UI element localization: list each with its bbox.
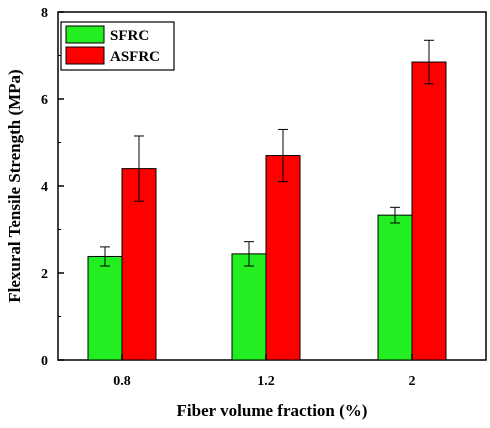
- x-axis-title: Fiber volume fraction (%): [177, 401, 368, 420]
- y-axis-ticks: 0 2 4 6 8: [41, 6, 64, 369]
- x-axis-ticks: 0.8 1.2 2: [113, 354, 416, 389]
- bar-asfrc-2: [411, 61, 447, 361]
- bar-asfrc-1: [265, 155, 301, 361]
- y-tick-label-2: 4: [41, 180, 48, 195]
- bar-sfrc-2: [377, 214, 413, 361]
- bar-sfrc-0: [87, 255, 123, 361]
- y-tick-label-1: 2: [41, 267, 48, 282]
- legend-swatch-sfrc: [65, 25, 105, 44]
- bars-layer: [87, 61, 447, 361]
- legend: SFRC ASFRC: [60, 21, 175, 71]
- y-tick-label-0: 0: [41, 354, 48, 369]
- y-tick-label-3: 6: [41, 93, 48, 108]
- y-axis-title: Flexural Tensile Strength (MPa): [5, 69, 24, 302]
- legend-swatch-asfrc: [65, 46, 105, 65]
- x-tick-label-0: 0.8: [113, 374, 131, 389]
- error-bars-layer: [100, 39, 434, 267]
- legend-label-sfrc: SFRC: [110, 28, 149, 44]
- x-tick-label-1: 1.2: [257, 374, 275, 389]
- bar-sfrc-1: [231, 253, 267, 361]
- y-tick-label-4: 8: [41, 6, 48, 21]
- legend-label-asfrc: ASFRC: [110, 49, 160, 65]
- x-tick-label-2: 2: [409, 374, 416, 389]
